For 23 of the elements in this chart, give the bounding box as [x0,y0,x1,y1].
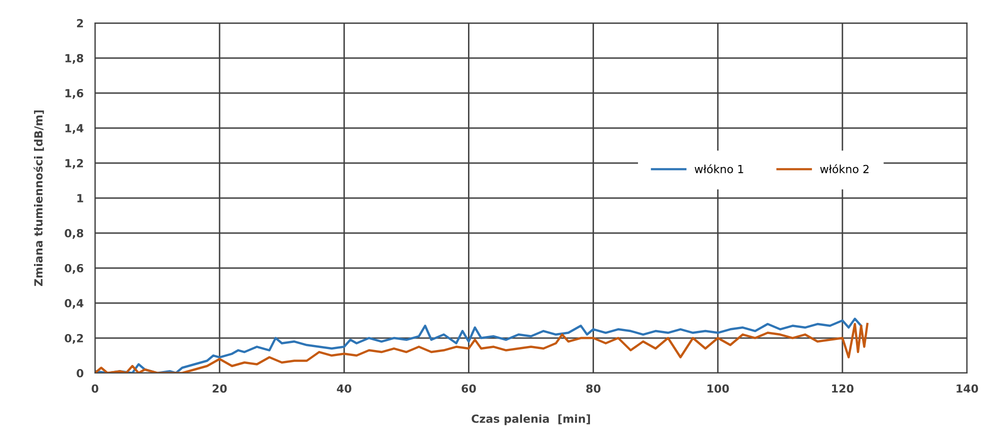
x-tick-label: 140 [956,384,978,393]
legend-label: włókno 1 [694,164,744,174]
x-tick-label: 80 [586,384,600,393]
y-tick-label: 0,2 [64,334,83,344]
x-tick-label: 0 [92,384,98,393]
y-tick-label: 1,6 [65,89,84,99]
y-tick-label: 0 [76,368,84,378]
x-tick-label: 20 [212,384,227,393]
y-tick-label: 0,8 [64,228,84,239]
y-tick-label: 1,4 [65,124,84,134]
y-tick-label: 1,8 [65,54,84,64]
x-tick-label: 120 [832,384,854,393]
y-tick-label: 2 [77,19,83,28]
y-tick-label: 1 [77,194,84,202]
y-tick-label: 0,4 [64,298,84,309]
y-tick-label: 0,6 [64,264,84,274]
x-axis-title: Czas palenia [min] [472,414,590,426]
y-axis-title: Zmiana tłumienności [dB/m] [34,110,44,286]
x-tick-label: 40 [336,384,352,393]
x-tick-label: 100 [708,384,729,393]
legend-label: włókno 2 [820,164,869,174]
y-tick-label: 1,2 [65,159,83,169]
x-tick-label: 60 [462,384,476,393]
